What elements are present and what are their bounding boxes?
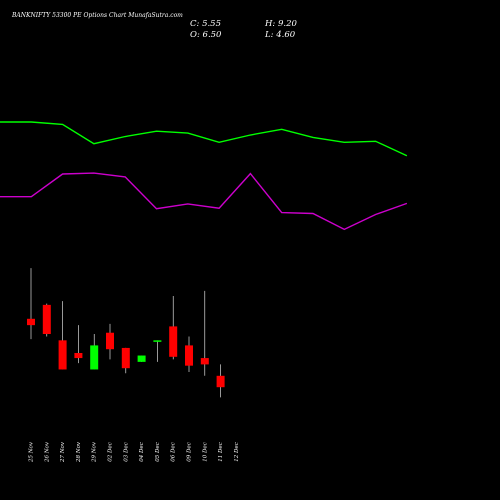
candle-down bbox=[42, 304, 51, 334]
candle-down bbox=[58, 340, 67, 370]
x-tick-label: 27 Nov bbox=[60, 441, 66, 463]
high-value: H: 9.20 bbox=[264, 19, 297, 29]
x-tick-label: 09 Dec bbox=[187, 442, 193, 462]
x-tick-label: 11 Dec bbox=[218, 442, 224, 462]
x-tick-label: 29 Nov bbox=[92, 441, 98, 463]
candle-down bbox=[106, 332, 114, 350]
candle-up bbox=[137, 355, 146, 362]
x-tick-label: 03 Dec bbox=[123, 442, 129, 462]
candle-up bbox=[90, 345, 99, 370]
x-tick-label: 10 Dec bbox=[202, 442, 208, 462]
chart-title: BANKNIFTY 53300 PE Options Chart MunafaS… bbox=[11, 12, 183, 19]
x-tick-label: 26 Nov bbox=[44, 441, 50, 463]
candle-down bbox=[185, 345, 193, 366]
open-value: O: 6.50 bbox=[190, 30, 222, 40]
indicator-line-top bbox=[0, 121, 408, 157]
candles bbox=[27, 268, 225, 398]
x-tick-label: 04 Dec bbox=[139, 442, 145, 462]
x-tick-label: 06 Dec bbox=[171, 442, 177, 462]
candle-up bbox=[153, 340, 162, 342]
x-tick-label: 05 Dec bbox=[155, 442, 161, 462]
x-tick-label: 12 Dec bbox=[234, 442, 240, 462]
candle-down bbox=[216, 375, 225, 388]
x-tick-label: 25 Nov bbox=[29, 441, 35, 463]
candle-down bbox=[121, 347, 130, 369]
x-tick-label: 28 Nov bbox=[76, 441, 82, 463]
close-value: C: 5.55 bbox=[190, 19, 221, 29]
indicator-line-mid bbox=[0, 172, 408, 231]
x-tick-label: 02 Dec bbox=[108, 442, 114, 462]
candle-down bbox=[169, 326, 178, 357]
indicator-lines bbox=[0, 121, 408, 231]
candle-down bbox=[74, 353, 83, 359]
x-axis-labels: 25 Nov 26 Nov 27 Nov 28 Nov 29 Nov 02 Dec 03 D… bbox=[29, 441, 240, 463]
candle-down bbox=[27, 318, 35, 326]
candle-down bbox=[200, 358, 209, 365]
low-value: L: 4.60 bbox=[264, 30, 296, 40]
